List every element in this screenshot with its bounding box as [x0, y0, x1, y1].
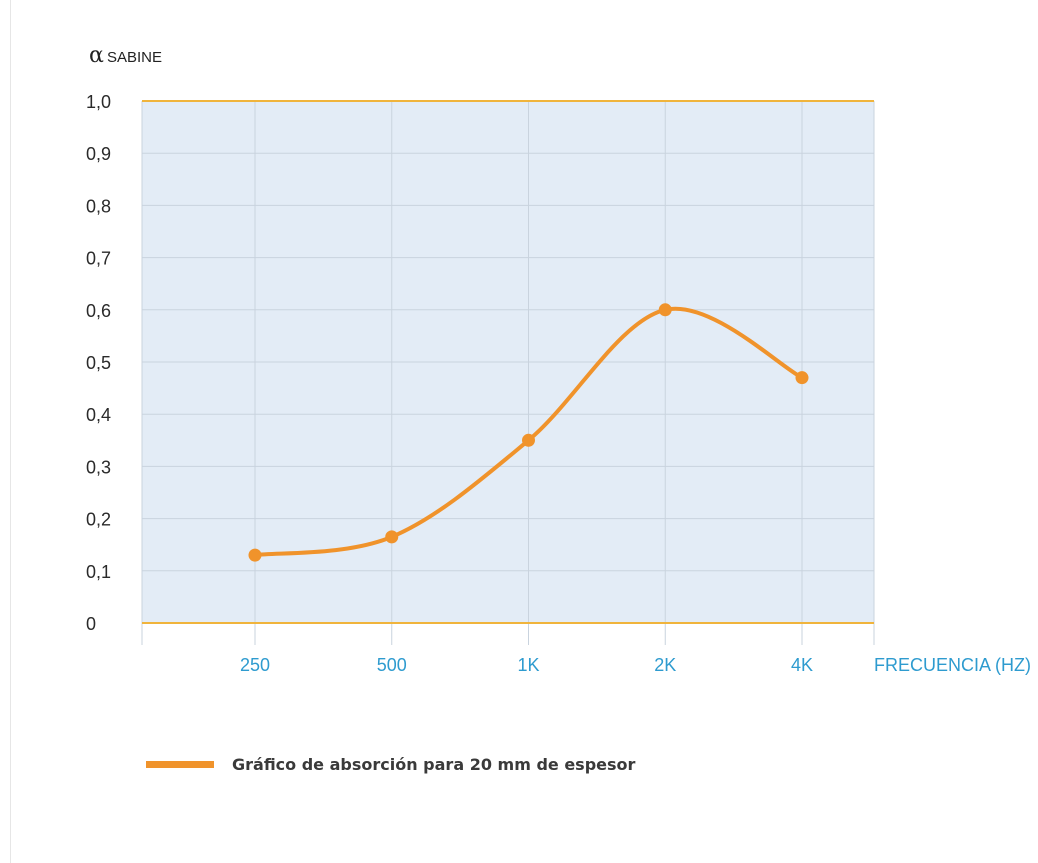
legend: Gráfico de absorción para 20 mm de espes… [146, 755, 635, 774]
x-tick-label: 1K [517, 655, 539, 675]
data-point [658, 303, 672, 317]
y-tick-label: 0,7 [86, 249, 111, 269]
left-divider [10, 0, 11, 863]
y-axis-label: SABINE [107, 49, 162, 66]
y-tick-label: 0,9 [86, 144, 111, 164]
data-point [522, 433, 535, 447]
y-tick-label: 0,1 [86, 562, 111, 582]
x-tick-label: 2K [654, 655, 676, 675]
data-point [385, 530, 399, 544]
y-tick-label: 0,8 [86, 196, 111, 216]
y-tick-label: 0,2 [86, 510, 111, 530]
legend-swatch [146, 761, 214, 768]
legend-label: Gráfico de absorción para 20 mm de espes… [232, 755, 636, 774]
y-tick-label: 0,4 [86, 405, 111, 425]
x-tick-label: 500 [377, 655, 407, 675]
x-tick-label: 4K [791, 655, 813, 675]
y-tick-label: 1,0 [86, 92, 111, 112]
x-tick-label: 250 [240, 655, 270, 675]
y-tick-label: 0,6 [86, 301, 111, 321]
data-point [795, 371, 809, 385]
y-tick-label: 0 [86, 614, 96, 634]
y-axis-symbol: α [89, 43, 104, 68]
y-tick-label: 0,5 [86, 353, 111, 373]
x-axis-label: FRECUENCIA (HZ) [874, 655, 1031, 675]
data-point [248, 548, 262, 562]
y-tick-label: 0,3 [86, 457, 111, 477]
